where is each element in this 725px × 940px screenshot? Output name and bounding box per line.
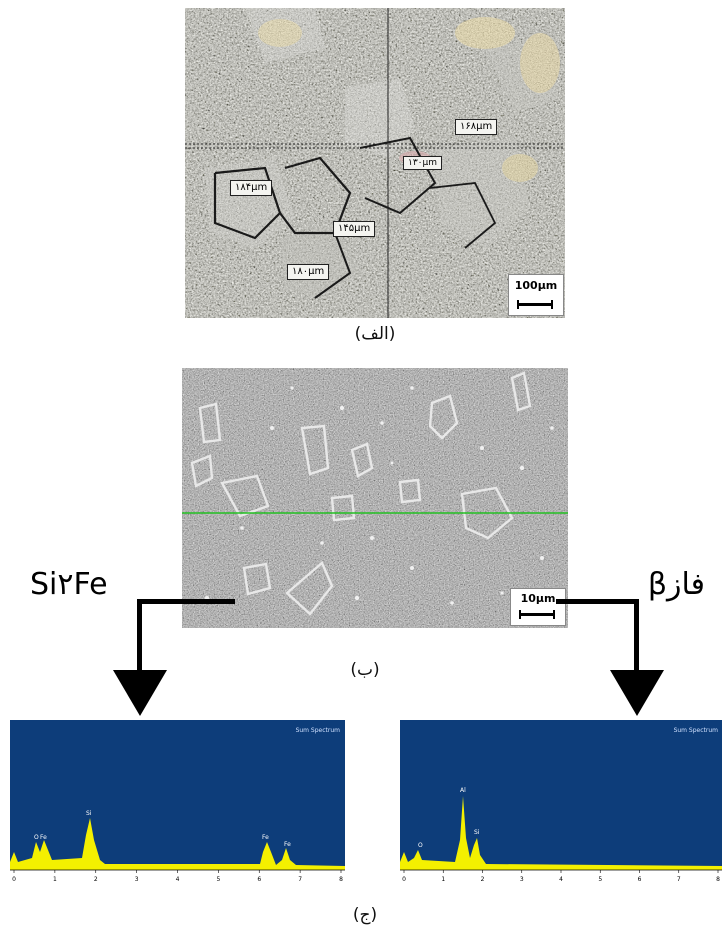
peak-label: Fe bbox=[40, 834, 47, 841]
connector-line bbox=[137, 599, 235, 604]
x-tick-label: 8 bbox=[716, 876, 720, 883]
x-tick-label: 1 bbox=[441, 876, 445, 883]
scale-bar-label: 100µm bbox=[514, 279, 558, 292]
grain-size-label: ۱۳۰µm bbox=[403, 156, 442, 170]
arrow-down-icon bbox=[113, 670, 167, 716]
spectrum-title: Sum Spectrum bbox=[674, 727, 719, 734]
grain-size-label: ۱۶۸µm bbox=[455, 119, 498, 135]
spectrum-area bbox=[10, 818, 345, 870]
connector-line bbox=[556, 599, 639, 604]
x-tick-label: 0 bbox=[402, 876, 406, 883]
grain-size-label: ۱۸۰µm bbox=[287, 264, 330, 280]
grain-size-label: ۱۸۴µm bbox=[230, 180, 273, 196]
scale-bar bbox=[519, 610, 555, 619]
peak-label: Si bbox=[474, 829, 480, 836]
peak-label: Al bbox=[460, 787, 466, 794]
phase-label-beta: فازβ bbox=[647, 567, 705, 602]
x-tick-label: 7 bbox=[677, 876, 681, 883]
x-tick-label: 5 bbox=[598, 876, 602, 883]
spectrum-plot-area bbox=[10, 720, 345, 870]
grain-size-label: ۱۴۵µm bbox=[333, 221, 376, 237]
x-tick-label: 3 bbox=[135, 876, 139, 883]
scale-bar-box: 100µm bbox=[508, 274, 564, 316]
x-tick-label: 2 bbox=[94, 876, 98, 883]
caption-panel-c: (ج) bbox=[352, 905, 378, 925]
sem-micrograph: 10µm bbox=[182, 368, 568, 628]
x-tick-label: 4 bbox=[559, 876, 563, 883]
caption-panel-a: (الف) bbox=[354, 324, 396, 344]
x-tick-label: 6 bbox=[257, 876, 261, 883]
scale-bar bbox=[517, 300, 553, 309]
eds-spectrum-right: Sum Spectrum O Al Si 0 1 2 3 4 5 6 7 8 bbox=[400, 720, 722, 885]
caption-panel-b: (ب) bbox=[350, 660, 380, 680]
optical-micrograph-texture bbox=[185, 8, 565, 318]
spectrum-plot-area bbox=[400, 720, 722, 870]
connector-line bbox=[634, 599, 639, 674]
scale-bar-box: 10µm bbox=[510, 588, 566, 626]
x-tick-label: 7 bbox=[298, 876, 302, 883]
x-tick-label: 4 bbox=[176, 876, 180, 883]
x-tick-label: 2 bbox=[481, 876, 485, 883]
peak-label: Si bbox=[86, 810, 92, 817]
x-tick-label: 3 bbox=[520, 876, 524, 883]
arrow-down-icon bbox=[610, 670, 664, 716]
peak-label: O bbox=[418, 842, 423, 849]
x-tick-label: 8 bbox=[339, 876, 343, 883]
scale-bar-label: 10µm bbox=[520, 592, 556, 605]
phase-label-si2fe: Si۲Fe bbox=[30, 567, 108, 602]
x-tick-label: 5 bbox=[216, 876, 220, 883]
x-tick-label: 0 bbox=[12, 876, 16, 883]
optical-micrograph: ۱۶۸µm ۱۸۴µm ۱۴۵µm ۱۸۰µm ۱۳۰µm 100µm bbox=[185, 8, 565, 318]
spectrum-title: Sum Spectrum bbox=[296, 727, 341, 734]
peak-label: Fe bbox=[262, 834, 269, 841]
x-tick-label: 1 bbox=[53, 876, 57, 883]
x-tick-label: 6 bbox=[638, 876, 642, 883]
peak-label: Fe bbox=[284, 841, 291, 848]
peak-label: O bbox=[34, 834, 39, 841]
spectrum-area bbox=[400, 796, 722, 870]
eds-spectrum-left: Sum Spectrum O Fe Si Fe Fe 0 1 2 3 4 5 6 7 8 bbox=[10, 720, 345, 885]
sem-micrograph-texture bbox=[182, 368, 568, 628]
connector-line bbox=[137, 599, 142, 674]
